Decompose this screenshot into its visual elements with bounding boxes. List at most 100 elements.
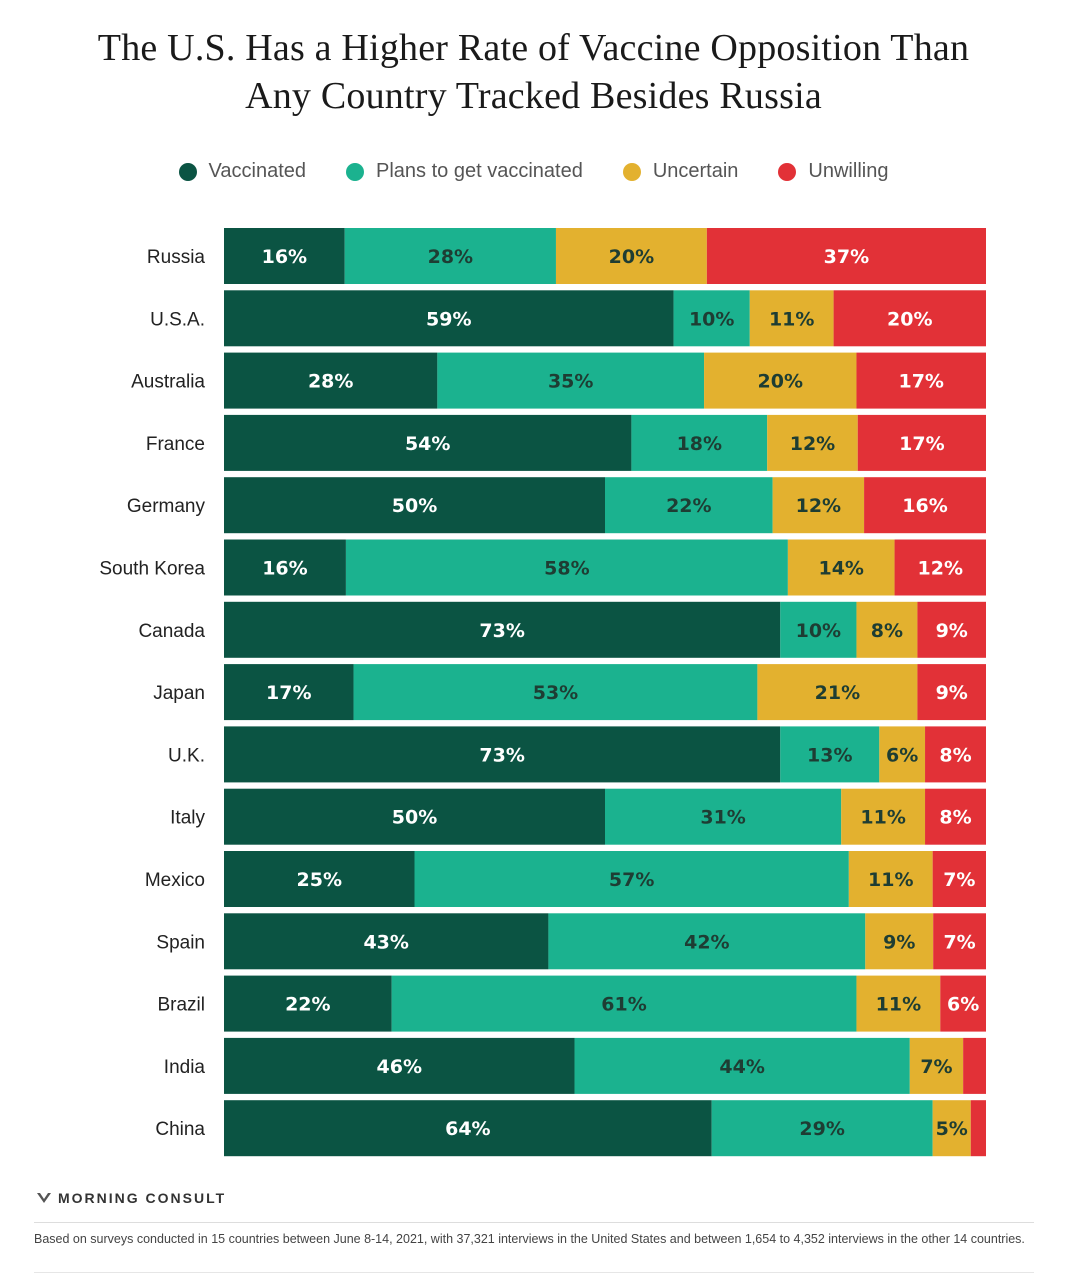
bar-segment-brazil-plans-to-get-vaccinated bbox=[391, 975, 857, 1032]
bar-segment-russia-uncertain bbox=[555, 228, 707, 284]
bar-segment-india-vaccinated bbox=[224, 1037, 575, 1094]
legend-swatch-plans bbox=[346, 162, 365, 181]
data-label-u-k-uncertain: 6% bbox=[886, 744, 918, 766]
data-label-france-uncertain: 12% bbox=[790, 433, 835, 455]
data-label-south-korea-plans-to-get-vaccinated: 58% bbox=[544, 558, 589, 580]
bar-segment-italy-uncertain bbox=[841, 788, 926, 845]
data-label-mexico-unwilling: 7% bbox=[943, 869, 975, 891]
source-logo: MORNING CONSULT bbox=[36, 1190, 226, 1206]
data-label-australia-uncertain: 20% bbox=[758, 371, 803, 393]
bar-segment-u-k-plans-to-get-vaccinated bbox=[780, 726, 880, 783]
source-name: MORNING CONSULT bbox=[58, 1190, 227, 1206]
data-label-mexico-plans-to-get-vaccinated: 57% bbox=[609, 869, 654, 891]
country-label-canada: Canada bbox=[138, 621, 205, 642]
data-label-china-plans-to-get-vaccinated: 29% bbox=[799, 1118, 844, 1140]
title-line-1: The U.S. Has a Higher Rate of Vaccine Op… bbox=[97, 27, 970, 69]
title-line-2: Any Country Tracked Besides Russia bbox=[245, 75, 822, 117]
bar-segment-spain-vaccinated bbox=[224, 913, 549, 970]
data-label-australia-unwilling: 17% bbox=[898, 371, 943, 393]
bar-segment-russia-unwilling bbox=[706, 228, 986, 284]
bar-segment-south-korea-uncertain bbox=[787, 539, 895, 596]
bar-segment-mexico-vaccinated bbox=[224, 851, 415, 907]
data-label-mexico-vaccinated: 25% bbox=[297, 869, 342, 891]
data-label-u-k-vaccinated: 73% bbox=[479, 744, 524, 766]
data-label-spain-uncertain: 9% bbox=[883, 931, 915, 953]
bar-segment-spain-uncertain bbox=[865, 913, 934, 970]
data-label-u-s-a-plans-to-get-vaccinated: 10% bbox=[689, 308, 734, 330]
data-label-canada-vaccinated: 73% bbox=[479, 620, 524, 642]
bar-segment-spain-unwilling bbox=[933, 913, 986, 970]
data-label-japan-uncertain: 21% bbox=[815, 682, 860, 704]
bar-segment-u-k-uncertain bbox=[879, 726, 926, 783]
data-label-russia-unwilling: 37% bbox=[824, 246, 869, 268]
bar-segment-south-korea-vaccinated bbox=[224, 539, 346, 596]
data-label-germany-vaccinated: 50% bbox=[392, 495, 437, 517]
data-label-mexico-uncertain: 11% bbox=[868, 869, 913, 891]
bar-segment-u-s-a-uncertain bbox=[749, 290, 834, 347]
country-label-india: India bbox=[164, 1057, 206, 1078]
bar-segment-italy-vaccinated bbox=[224, 788, 605, 845]
bar-segment-japan-vaccinated bbox=[224, 664, 354, 721]
chart-title: The U.S. Has a Higher Rate of Vaccine Op… bbox=[0, 24, 1067, 120]
bar-segment-brazil-uncertain bbox=[856, 975, 941, 1032]
country-label-russia: Russia bbox=[147, 247, 206, 268]
bar-segment-brazil-unwilling bbox=[940, 975, 986, 1032]
bar-segment-canada-plans-to-get-vaccinated bbox=[780, 601, 857, 658]
country-label-germany: Germany bbox=[127, 496, 206, 517]
data-label-south-korea-uncertain: 14% bbox=[818, 558, 863, 580]
data-label-canada-uncertain: 8% bbox=[871, 620, 903, 642]
bar-segment-france-vaccinated bbox=[224, 414, 632, 471]
footnote: Based on surveys conducted in 15 countri… bbox=[34, 1232, 1025, 1246]
bar-segment-australia-unwilling bbox=[856, 352, 986, 409]
bar-segment-italy-unwilling bbox=[925, 788, 986, 845]
data-label-germany-unwilling: 16% bbox=[902, 495, 947, 517]
data-label-china-vaccinated: 64% bbox=[445, 1118, 490, 1140]
data-label-india-plans-to-get-vaccinated: 44% bbox=[719, 1056, 764, 1078]
bar-segment-mexico-uncertain bbox=[848, 851, 933, 907]
bar-segment-south-korea-plans-to-get-vaccinated bbox=[345, 539, 788, 596]
data-label-spain-vaccinated: 43% bbox=[363, 931, 408, 953]
legend-label-plans: Plans to get vaccinated bbox=[376, 160, 583, 182]
footer-divider bbox=[34, 1222, 1034, 1223]
country-label-france: France bbox=[146, 434, 205, 455]
legend-item-uncertain: Uncertain bbox=[622, 160, 739, 183]
bar-segment-spain-plans-to-get-vaccinated bbox=[548, 913, 866, 970]
data-label-japan-plans-to-get-vaccinated: 53% bbox=[533, 682, 578, 704]
bar-segment-india-unwilling bbox=[963, 1037, 986, 1094]
bar-segment-germany-vaccinated bbox=[224, 477, 605, 534]
legend-swatch-vaccinated bbox=[178, 162, 197, 181]
bar-segment-u-s-a-unwilling bbox=[833, 290, 986, 347]
data-label-russia-uncertain: 20% bbox=[609, 246, 654, 268]
bar-segment-canada-unwilling bbox=[917, 601, 986, 658]
bar-segment-france-uncertain bbox=[767, 414, 858, 471]
bar-segment-brazil-vaccinated bbox=[224, 975, 392, 1032]
data-label-italy-uncertain: 11% bbox=[860, 807, 905, 829]
country-label-u-k: U.K. bbox=[168, 745, 205, 766]
legend-label-uncertain: Uncertain bbox=[652, 160, 739, 182]
bar-segment-russia-plans-to-get-vaccinated bbox=[344, 228, 556, 284]
data-label-france-vaccinated: 54% bbox=[405, 433, 450, 455]
data-label-australia-vaccinated: 28% bbox=[308, 371, 353, 393]
country-label-mexico: Mexico bbox=[145, 870, 205, 891]
bar-segment-australia-uncertain bbox=[704, 352, 857, 409]
data-label-u-s-a-unwilling: 20% bbox=[887, 308, 932, 330]
data-label-australia-plans-to-get-vaccinated: 35% bbox=[548, 371, 593, 393]
bar-segment-japan-plans-to-get-vaccinated bbox=[353, 664, 758, 721]
data-label-italy-vaccinated: 50% bbox=[392, 807, 437, 829]
bar-segment-australia-plans-to-get-vaccinated bbox=[437, 352, 705, 409]
data-label-u-k-unwilling: 8% bbox=[939, 744, 971, 766]
bar-segment-france-unwilling bbox=[857, 414, 986, 471]
bar-segment-china-vaccinated bbox=[224, 1100, 712, 1157]
bar-segment-australia-vaccinated bbox=[224, 352, 438, 409]
legend: Vaccinated Plans to get vaccinated Uncer… bbox=[0, 160, 1067, 183]
country-label-brazil: Brazil bbox=[157, 995, 205, 1016]
bar-segment-china-plans-to-get-vaccinated bbox=[711, 1100, 933, 1157]
bar-segment-italy-plans-to-get-vaccinated bbox=[605, 788, 842, 845]
bar-segment-south-korea-unwilling bbox=[894, 539, 986, 596]
country-label-u-s-a: U.S.A. bbox=[150, 309, 205, 330]
bar-segment-u-s-a-vaccinated bbox=[224, 290, 674, 347]
bar-segment-japan-uncertain bbox=[757, 664, 918, 721]
legend-label-vaccinated: Vaccinated bbox=[208, 160, 307, 182]
legend-swatch-uncertain bbox=[622, 162, 641, 181]
data-label-china-uncertain: 5% bbox=[936, 1118, 968, 1140]
